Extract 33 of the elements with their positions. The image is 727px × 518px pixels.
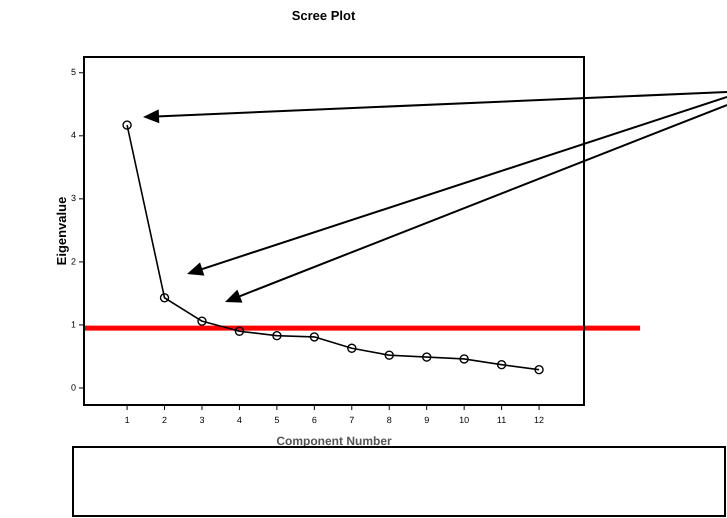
x-tick-label: 2 — [162, 415, 168, 425]
y-tick-label: 4 — [70, 130, 76, 140]
point — [496, 360, 506, 370]
point — [384, 350, 394, 360]
x-axis-title: Component Number — [276, 434, 392, 448]
y-tick-label: 0 — [70, 382, 76, 392]
point — [310, 332, 320, 342]
y-tick-label: 2 — [70, 256, 76, 266]
y-tick-label: 5 — [70, 67, 76, 78]
y-tick-label: 3 — [70, 193, 76, 204]
x-tick-label: 8 — [386, 415, 392, 425]
point — [272, 330, 282, 340]
x-tick-label: 11 — [496, 415, 506, 425]
point — [160, 293, 170, 303]
x-tick-label: 9 — [424, 415, 430, 425]
point — [234, 326, 244, 336]
point — [459, 354, 469, 364]
y-axis-title: Eigenvalue — [54, 196, 69, 266]
x-tick-label: 1 — [124, 415, 130, 425]
point — [347, 344, 356, 353]
x-tick-label: 6 — [312, 415, 317, 425]
point — [122, 120, 132, 130]
x-tick-label: 4 — [236, 415, 242, 425]
x-tick-label: 7 — [349, 415, 354, 425]
y-tick-label: 1 — [70, 319, 76, 330]
x-tick-label: 3 — [199, 415, 204, 425]
point — [534, 364, 544, 374]
x-tick-label: 10 — [459, 415, 470, 425]
point — [422, 352, 432, 362]
x-tick-label: 12 — [534, 415, 544, 425]
chart-title: Scree Plot — [292, 8, 356, 23]
x-tick-label: 5 — [274, 415, 280, 425]
point — [197, 316, 207, 326]
